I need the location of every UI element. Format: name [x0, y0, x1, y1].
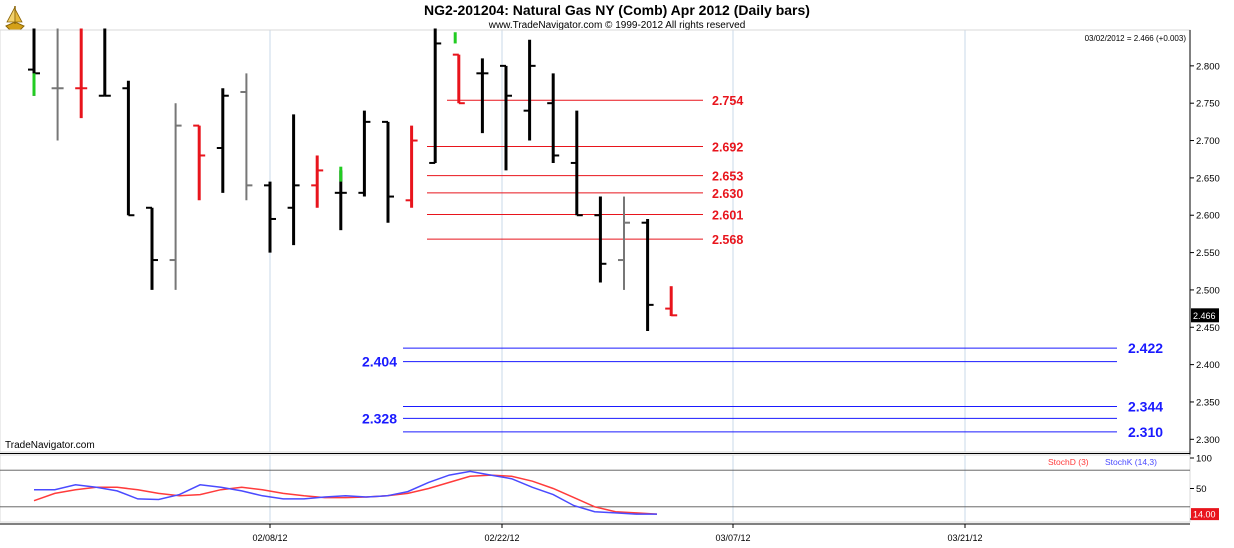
- price-tick-label: 2.450: [1196, 323, 1220, 334]
- stoch-series-line: [33, 474, 658, 515]
- ohlc-bar: [216, 88, 229, 193]
- ohlc-bar: [146, 206, 158, 290]
- ohlc-bar: [382, 120, 394, 223]
- date-axis: 02/08/12 02/22/12 03/07/12 03/21/12: [252, 524, 983, 543]
- last-value-readout: 03/02/2012 = 2.466 (+0.003): [1085, 34, 1187, 43]
- support-label: 2.344: [1128, 398, 1163, 414]
- ohlc-bar: [264, 181, 276, 253]
- ohlc-bar: [547, 73, 560, 163]
- price-pane-frame: [0, 29, 1191, 453]
- price-axis: 2.300 2.350 2.400 2.450 2.500 2.550 2.600 2.650…: [1190, 61, 1220, 446]
- ohlc-bar: [287, 114, 300, 246]
- price-levels: 2.754 2.692 2.653 2.630 2.601 2.568 2.422 2.344…: [362, 94, 1163, 440]
- ohlc-bar: [311, 155, 324, 208]
- ohlc-bar: [240, 73, 253, 201]
- ohlc-bar: [122, 80, 135, 217]
- last-price-tag: [1191, 308, 1219, 323]
- ohlc-bar: [169, 103, 182, 290]
- stoch-legend-k: StochK (14,3): [1105, 457, 1157, 467]
- support-label: 2.310: [1128, 424, 1163, 440]
- price-tick-label: 2.500: [1196, 285, 1220, 296]
- ohlc-bar: [452, 53, 465, 105]
- chart-title: NG2-201204: Natural Gas NY (Comb) Apr 20…: [424, 2, 810, 18]
- date-tick-label: 02/22/12: [484, 533, 519, 543]
- stoch-tick-label: 100: [1196, 454, 1212, 465]
- stoch-legend-d: StochD (3): [1048, 457, 1089, 467]
- trade-navigator-logo-icon: [2, 2, 28, 32]
- date-tick-label: 02/08/12: [252, 533, 287, 543]
- stoch-value-tag: [1191, 508, 1219, 521]
- ohlc-bar: [523, 39, 536, 141]
- watermark-text: TradeNavigator.com: [5, 440, 95, 451]
- ohlc-bar: [358, 110, 371, 197]
- price-tick-label: 2.300: [1196, 435, 1220, 446]
- stochastic-panel: 50 100 StochD (3) StochK (14,3) 14.00: [0, 454, 1219, 521]
- ohlc-bar: [98, 28, 111, 97]
- price-tick-label: 2.700: [1196, 136, 1220, 147]
- resistance-label: 2.568: [712, 233, 743, 247]
- chart-frames: [0, 29, 1191, 525]
- ohlc-bar: [75, 28, 88, 119]
- stoch-series-line: [34, 470, 657, 515]
- ohlc-bar: [594, 196, 607, 283]
- grid-lines: [269, 30, 966, 522]
- price-tick-label: 2.750: [1196, 99, 1220, 110]
- ohlc-bar: [405, 125, 418, 208]
- support-label: 2.422: [1128, 340, 1163, 356]
- ohlc-bar: [476, 58, 489, 134]
- last-price-tag-label: 2.466: [1193, 311, 1216, 321]
- price-tick-label: 2.550: [1196, 248, 1220, 259]
- resistance-label: 2.630: [712, 187, 743, 201]
- ohlc-bar: [665, 286, 678, 317]
- price-tick-label: 2.350: [1196, 397, 1220, 408]
- resistance-label: 2.601: [712, 208, 743, 222]
- ohlc-bar: [570, 110, 583, 217]
- ohlc-bar: [500, 64, 512, 171]
- resistance-label: 2.653: [712, 170, 743, 184]
- copyright-notice: www.TradeNavigator.com © 1999-2012 All r…: [488, 20, 746, 31]
- stoch-tick-label: 50: [1196, 484, 1207, 495]
- support-label: 2.328: [362, 410, 397, 426]
- price-tick-label: 2.400: [1196, 360, 1220, 371]
- price-bars: [28, 28, 678, 332]
- price-tick-label: 2.600: [1196, 211, 1220, 222]
- ohlc-bar: [618, 196, 630, 290]
- stoch-value-tag-label: 14.00: [1193, 510, 1216, 520]
- support-label: 2.404: [362, 354, 397, 370]
- price-tick-label: 2.650: [1196, 173, 1220, 184]
- ohlc-bar: [641, 218, 654, 332]
- ohlc-bar: [429, 28, 442, 164]
- price-tick-label: 2.800: [1196, 61, 1220, 72]
- date-tick-label: 03/21/12: [947, 533, 982, 543]
- resistance-label: 2.692: [712, 141, 743, 155]
- ohlc-bar: [51, 28, 64, 141]
- date-tick-label: 03/07/12: [715, 533, 750, 543]
- ohlc-bar: [193, 124, 206, 201]
- resistance-label: 2.754: [712, 94, 743, 108]
